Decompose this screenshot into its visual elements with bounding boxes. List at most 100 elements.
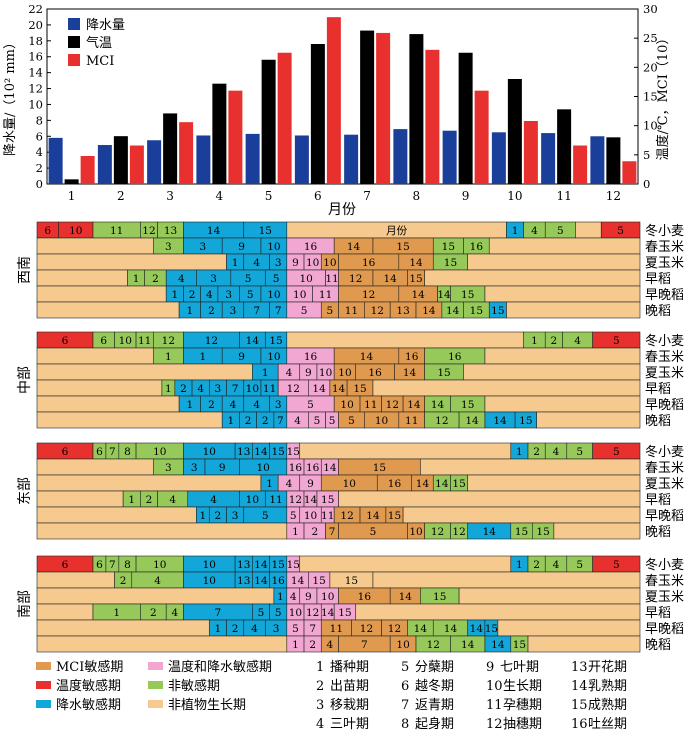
bar-mci [474,90,489,184]
gantt-segment-nongrow [36,253,227,271]
stage-number: 2 [533,446,540,458]
stage-number: 5 [307,399,314,411]
stage-number: 12 [289,494,302,506]
stage-number: 14 [493,415,507,427]
gantt-segment-nongrow [36,522,288,540]
stage-number: 5 [348,415,355,427]
stage-number: 15 [536,526,549,538]
stage-number: 7 [309,623,316,635]
stage-number: 14 [446,305,460,317]
stage-number: 14 [407,399,421,411]
bar-mci [523,121,538,184]
stage-number: 13 [396,305,409,317]
gantt-segment-nongrow [553,522,641,540]
bar-temp [261,59,276,184]
stage-number: 11 [269,494,282,506]
stage-number: 1 [292,639,299,651]
gantt-segment-nongrow [355,603,641,621]
gantt-segment-nongrow [36,237,154,255]
stage-key-name: 成熟期 [588,697,627,713]
stage-number: 8 [124,446,131,458]
gantt-segment-nongrow [424,269,641,287]
stage-number: 12 [360,623,373,635]
stage-key-name: 分蘖期 [415,660,454,675]
stage-number: 4 [531,225,538,237]
stage-number: 5 [613,559,620,571]
stage-number: 10 [203,575,216,587]
stage-number: 2 [311,526,318,538]
stage-number: 1 [262,367,269,379]
legend-swatch [68,54,80,66]
crop-label: 早晚稻 [645,288,684,303]
stage-number: 1 [266,478,273,490]
bar-temp [606,137,621,184]
stage-number: 10 [203,446,216,458]
stage-number: 12 [142,225,155,237]
stage-number: 15 [353,383,366,395]
stage-number: 14 [246,335,260,347]
stage-number: 2 [232,623,239,635]
bar-temp [360,30,375,185]
bar-temp [409,34,424,185]
stage-number: 14 [416,478,430,490]
stage-number: 3 [225,289,232,301]
stage-number: 14 [461,639,475,651]
gantt-segment-nongrow [36,587,275,605]
stage-number: 6 [96,446,103,458]
stage-number: 2 [152,273,159,285]
crop-label: 晚稻 [645,638,671,653]
bar-precip [442,130,457,184]
gantt-segment-nongrow [36,635,288,653]
stage-number: 10 [203,559,216,571]
stage-number: 10 [375,415,388,427]
stage-number: 4 [169,494,176,506]
gantt-segment-nongrow [36,301,180,319]
gantt-segment-nongrow [484,285,641,303]
stage-number: 14 [383,273,397,285]
stage-number: 10 [306,257,319,269]
stage-number: 15 [373,462,386,474]
stage-number: 4 [154,575,161,587]
stage-key-name: 开花期 [588,659,627,675]
stage-number: 14 [332,383,346,395]
legend-label: 气温 [86,35,112,51]
stage-number: 1 [187,305,194,317]
stage-number: 14 [254,559,268,571]
stage-number: 14 [291,575,305,587]
stage-key-name: 三叶期 [330,717,369,732]
x-tick-label: 1 [68,189,76,203]
stage-number: 10 [289,607,302,619]
gantt-segment-nongrow [36,474,262,492]
crop-label: 早晚稻 [645,622,684,637]
stage-number: 4 [230,399,237,411]
bar-precip [344,134,359,184]
stage-number: 12 [306,607,319,619]
stage-number: 7 [275,305,282,317]
crop-label: 晚稻 [645,414,671,429]
stage-number: 2 [245,415,252,427]
stage-number: 2 [215,510,222,522]
left-tick-label: 2 [36,161,43,175]
stage-number: 15 [519,415,532,427]
stage-number: 7 [109,446,116,458]
crop-label: 早晚稻 [645,509,684,524]
legend-period-label: 温度敏感期 [56,678,121,694]
crop-label: 夏玉米 [645,477,684,492]
stage-number: 2 [309,639,316,651]
stage-number: 14 [207,225,221,237]
stage-number: 16 [405,351,419,363]
stage-number: 16 [448,351,462,363]
stage-number: 4 [553,446,560,458]
bar-temp [507,79,522,184]
stage-number: 5 [329,415,336,427]
stage-number: 13 [237,446,250,458]
stage-number: 10 [321,591,334,603]
stage-number: 14 [470,623,484,635]
stage-number: 3 [215,383,222,395]
stage-number: 1 [516,559,523,571]
stage-number: 10 [323,257,336,269]
y-axis-right-title: 温度/℃，MCI（10） [655,32,671,161]
stage-number: 13 [237,575,250,587]
x-tick-label: 12 [606,189,621,203]
crop-label: 春玉米 [645,240,684,255]
